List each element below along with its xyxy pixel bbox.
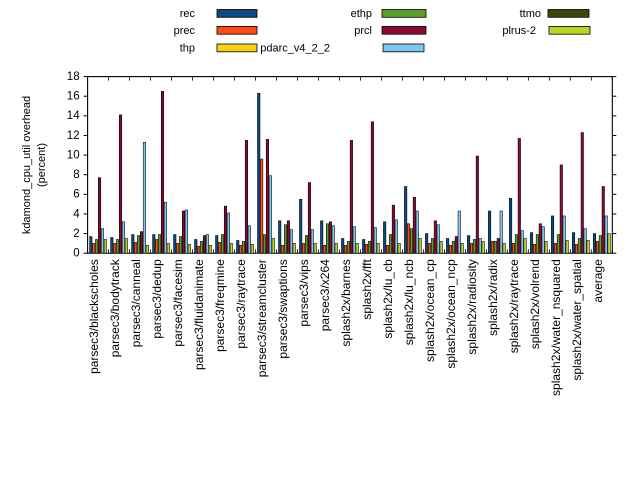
svg-text:parsec3/blackscholes: parsec3/blackscholes [87,259,101,374]
svg-text:prcl: prcl [354,25,372,37]
svg-text:splash2x/water_spatial: splash2x/water_spatial [570,259,584,380]
svg-text:splash2x/lu_cb: splash2x/lu_cb [381,259,395,339]
svg-text:parsec3/swaptions: parsec3/swaptions [276,259,290,358]
svg-text:parsec3/facesim: parsec3/facesim [171,259,185,346]
svg-text:parsec3/fluidanimate: parsec3/fluidanimate [192,259,206,370]
svg-text:parsec3/bodytrack: parsec3/bodytrack [108,258,122,357]
svg-text:0: 0 [73,248,79,260]
svg-text:(percent): (percent) [36,143,48,187]
svg-text:18: 18 [67,71,80,83]
svg-text:parsec3/vips: parsec3/vips [297,259,311,326]
svg-text:parsec3/freqmine: parsec3/freqmine [213,259,227,352]
svg-text:splash2x/barnes: splash2x/barnes [339,259,353,346]
svg-text:rec: rec [180,8,196,20]
svg-text:thp: thp [180,42,195,54]
svg-text:parsec3/x264: parsec3/x264 [318,259,332,331]
svg-text:splash2x/ocean_ncp: splash2x/ocean_ncp [444,259,458,369]
svg-text:prec: prec [174,25,196,37]
svg-text:parsec3/raytrace: parsec3/raytrace [234,259,248,349]
svg-text:14: 14 [67,110,80,122]
svg-text:average: average [591,259,605,303]
svg-text:16: 16 [67,91,80,103]
svg-text:12: 12 [67,130,80,142]
svg-text:plrus-2: plrus-2 [502,25,536,37]
svg-text:splash2x/radiosity: splash2x/radiosity [465,259,479,354]
svg-text:8: 8 [73,169,79,181]
svg-text:pdarc_v4_2_2: pdarc_v4_2_2 [260,42,330,54]
svg-text:splash2x/ocean_cp: splash2x/ocean_cp [423,259,437,362]
svg-text:splash2x/water_nsquared: splash2x/water_nsquared [549,259,563,396]
svg-text:splash2x/lu_ncb: splash2x/lu_ncb [402,259,416,345]
svg-text:splash2x/fft: splash2x/fft [360,259,374,320]
svg-text:ethp: ethp [351,8,372,20]
svg-text:4: 4 [73,208,80,220]
svg-text:splash2x/raytrace: splash2x/raytrace [507,259,521,353]
svg-text:10: 10 [67,149,80,161]
svg-text:6: 6 [73,189,79,201]
svg-text:splash2x/radix: splash2x/radix [486,259,500,336]
svg-text:ttmo: ttmo [520,8,541,20]
svg-text:parsec3/streamcluster: parsec3/streamcluster [255,259,269,377]
svg-text:kdamond_cpu_util overhead: kdamond_cpu_util overhead [21,96,33,234]
svg-text:parsec3/canneal: parsec3/canneal [129,259,143,347]
svg-text:2: 2 [73,228,79,240]
svg-text:parsec3/dedup: parsec3/dedup [150,259,164,339]
svg-text:splash2x/volrend: splash2x/volrend [528,259,542,349]
